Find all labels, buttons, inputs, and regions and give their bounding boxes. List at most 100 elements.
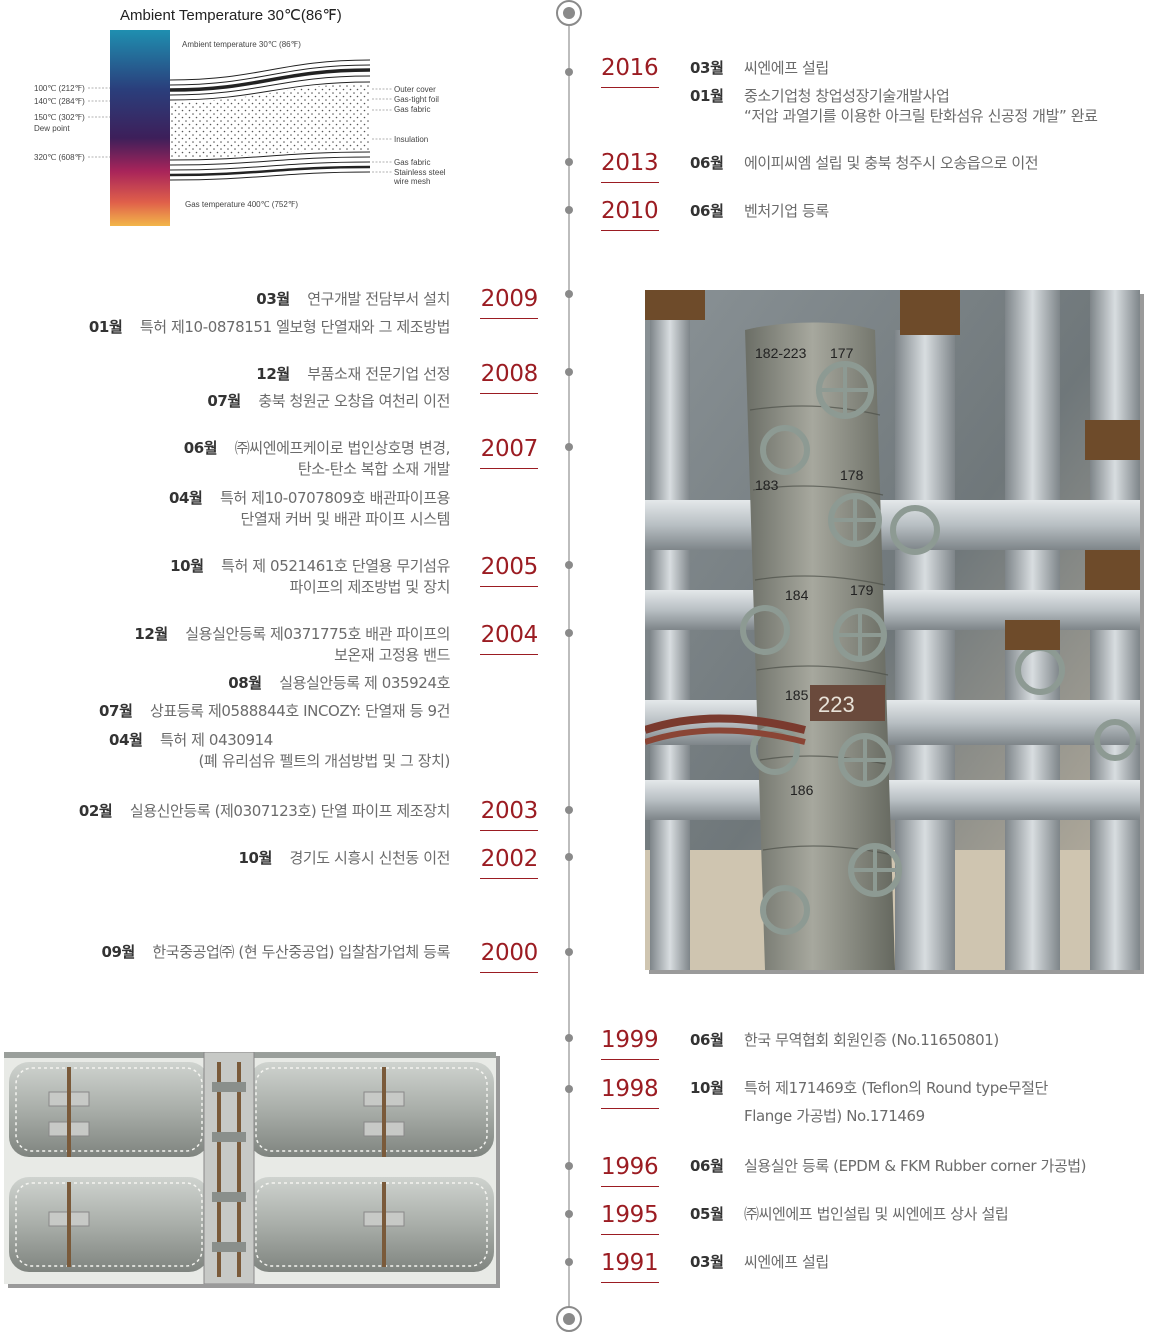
diagram-top-label: Ambient temperature 30℃ (86℉) [182, 40, 301, 49]
entry-month: 03월 [690, 59, 724, 77]
timeline-dot [565, 948, 573, 956]
entry-month: 10월 [690, 1079, 724, 1097]
entry-text: 연구개발 전담부서 설치 [307, 290, 450, 308]
entry-month: 04월 [168, 489, 203, 507]
entry-month: 07월 [99, 702, 133, 720]
entry-text: 실용신안등록 (제0307123호) 단열 파이프 제조장치 [129, 802, 451, 820]
year-2010: 2010 [601, 196, 659, 231]
diagram-title: Ambient Temperature 30℃(86℉) [120, 7, 342, 24]
entry-text: 특허 제 0430914 [160, 731, 273, 749]
diagram-right-label: Outer cover [394, 85, 436, 94]
year-2008: 2008 [480, 359, 538, 394]
entry-text: 파이프의 제조방법 및 장치 [289, 578, 450, 596]
entry-text: ㈜씨엔에프케이로 법인상호명 변경, [234, 439, 451, 457]
entry-month: 06월 [690, 154, 724, 172]
year-2003: 2003 [480, 796, 538, 831]
entry-text: 실용실안 등록 (EPDM & FKM Rubber corner 가공법) [744, 1157, 1087, 1175]
timeline-start-icon [556, 0, 582, 26]
entry-month: 01월 [690, 87, 724, 105]
jacket-marking: 178 [840, 467, 864, 483]
entry-month: 06월 [690, 1031, 724, 1049]
timeline-dot [565, 1258, 573, 1266]
entry-text: 단열재 커버 및 배관 파이프 시스템 [240, 510, 451, 528]
entry-month: 03월 [690, 1253, 724, 1271]
entry-month: 12월 [256, 365, 290, 383]
diagram-right-label: wire mesh [393, 177, 430, 186]
timeline-dot [565, 629, 573, 637]
timeline-dot [565, 158, 573, 166]
entry-text: 보온재 고정용 밴드 [334, 646, 450, 664]
entry-text: 부품소재 전문기업 선정 [307, 365, 450, 383]
entry-text: 특허 제 0521461호 단열용 무기섬유 [221, 557, 450, 575]
jacket-marking: 177 [830, 345, 854, 361]
entry-month: 05월 [690, 1205, 724, 1223]
diagram-left-label: 100℃ (212℉) [34, 84, 85, 93]
diagram-right-label: Gas fabric [394, 158, 430, 167]
jacket-marking: 182-223 [755, 345, 807, 361]
entry-month: 06월 [690, 1157, 724, 1175]
timeline-dot [565, 853, 573, 861]
entry-month: 06월 [183, 439, 218, 457]
entry-text: 특허 제171469호 (Teflon의 Round type무절단 [744, 1079, 1048, 1097]
jacket-marking: 183 [755, 477, 779, 493]
year-1999: 1999 [601, 1025, 659, 1060]
year-2004: 2004 [480, 620, 538, 655]
timeline-dot [565, 561, 573, 569]
year-1998: 1998 [601, 1074, 659, 1109]
entry-text: 상표등록 제0588844호 INCOZY: 단열재 등 9건 [149, 702, 450, 720]
entry-text: 한국중공업㈜ (현 두산중공업) 입찰참가업체 등록 [152, 943, 450, 961]
timeline-dot [565, 368, 573, 376]
entry-month: 10월 [170, 557, 204, 575]
diagram-right-label: Gas fabric [394, 105, 430, 114]
jacket-marking: 184 [785, 587, 809, 603]
timeline-axis [568, 14, 570, 1320]
entry-text: “저압 과열기를 이용한 아크릴 탄화섬유 신공정 개발” 완료 [744, 107, 1098, 125]
timeline-dot [565, 68, 573, 76]
entry-text: 에이피씨엠 설립 및 충북 청주시 오송읍으로 이전 [744, 154, 1039, 172]
insulation-blanket-photo [4, 1052, 496, 1284]
diagram-left-label: 140℃ (284℉) [34, 97, 85, 106]
entry-text: (폐 유리섬유 펠트의 개섬방법 및 그 장치) [198, 752, 450, 770]
entry-text: 실용실안등록 제 035924호 [279, 674, 450, 692]
entry-text: 중소기업청 창업성장기술개발사업 [744, 87, 950, 105]
timeline-dot [565, 1085, 573, 1093]
year-1991: 1991 [601, 1248, 659, 1283]
year-1995: 1995 [601, 1200, 659, 1235]
diagram-right-label: Insulation [394, 135, 428, 144]
timeline-dot [565, 1162, 573, 1170]
timeline-dot [565, 290, 573, 298]
entry-text: 특허 제10-0707809호 배관파이프용 [219, 489, 450, 507]
diagram-left-label: Dew point [34, 124, 70, 133]
timeline-dot [565, 806, 573, 814]
entry-month: 06월 [690, 202, 724, 220]
diagram-right-label: Stainless steel [394, 168, 446, 177]
year-2016: 2016 [601, 53, 659, 88]
entry-text: 씨엔에프 설립 [744, 59, 829, 77]
timeline-dot [565, 206, 573, 214]
entry-text: ㈜씨엔에프 법인설립 및 씨엔에프 상사 설립 [744, 1205, 1009, 1223]
entry-month: 04월 [109, 731, 143, 749]
entry-text: 특허 제10-0878151 엘보형 단열재와 그 제조방법 [139, 318, 451, 336]
valve-tag: 223 [818, 692, 855, 717]
diagram-right-label: Gas-tight foil [394, 95, 439, 104]
year-2002: 2002 [480, 844, 538, 879]
entry-month: 07월 [207, 392, 241, 410]
entry-month: 09월 [101, 943, 135, 961]
entry-text: 충북 청원군 오창읍 여천리 이전 [258, 392, 450, 410]
year-2005: 2005 [480, 552, 538, 587]
diagram-left-label: 320℃ (608℉) [34, 153, 85, 162]
entry-month: 03월 [256, 290, 290, 308]
entry-text: 실용실안등록 제0371775호 배관 파이프의 [185, 625, 450, 643]
jacket-marking: 186 [790, 782, 814, 798]
entry-text: 한국 무역협회 회원인증 (No.11650801) [744, 1031, 999, 1049]
year-2009: 2009 [480, 284, 538, 319]
insulation-layer-diagram: Ambient Temperature 30℃(86℉) Ambient tem… [34, 7, 446, 226]
diagram-bottom-label: Gas temperature 400℃ (752℉) [185, 200, 298, 209]
jacket-marking: 185 [785, 687, 809, 703]
timeline-end-icon [556, 1306, 582, 1332]
entry-text: 경기도 시흥시 신천동 이전 [289, 849, 450, 867]
pipe-insulation-photo: 223 182-223 177 183 178 184 179 185 186 [645, 290, 1140, 970]
entry-month: 12월 [134, 625, 168, 643]
year-2000: 2000 [480, 938, 538, 973]
entry-text: 씨엔에프 설립 [744, 1253, 829, 1271]
